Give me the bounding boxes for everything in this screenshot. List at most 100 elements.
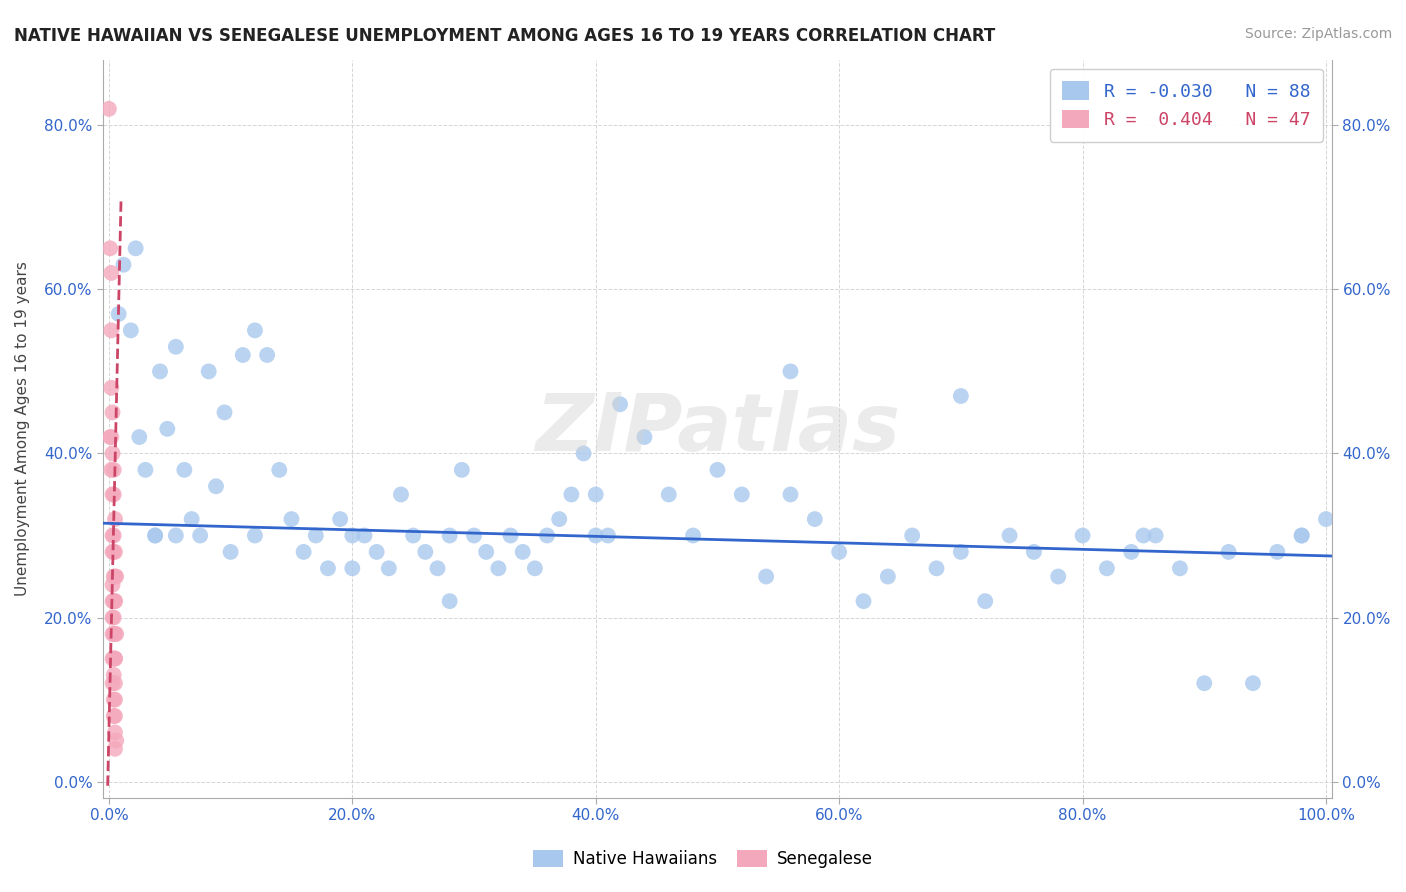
Point bbox=[1168, 561, 1191, 575]
Point bbox=[560, 487, 582, 501]
Point bbox=[101, 676, 124, 690]
Point bbox=[682, 528, 704, 542]
Point bbox=[104, 545, 127, 559]
Point bbox=[103, 545, 125, 559]
Point bbox=[100, 381, 122, 395]
Point bbox=[901, 528, 924, 542]
Point bbox=[609, 397, 631, 411]
Point bbox=[974, 594, 997, 608]
Point bbox=[98, 241, 121, 255]
Point bbox=[156, 422, 179, 436]
Point bbox=[105, 627, 128, 641]
Point bbox=[779, 364, 801, 378]
Point bbox=[633, 430, 655, 444]
Point bbox=[1022, 545, 1045, 559]
Point bbox=[100, 463, 122, 477]
Point bbox=[103, 463, 125, 477]
Point bbox=[104, 569, 127, 583]
Point bbox=[197, 364, 219, 378]
Point bbox=[292, 545, 315, 559]
Point bbox=[1218, 545, 1240, 559]
Point bbox=[103, 651, 125, 665]
Point bbox=[353, 528, 375, 542]
Point bbox=[100, 323, 122, 337]
Point bbox=[97, 102, 120, 116]
Point bbox=[779, 487, 801, 501]
Point bbox=[105, 569, 128, 583]
Point bbox=[755, 569, 778, 583]
Point bbox=[1291, 528, 1313, 542]
Point bbox=[486, 561, 509, 575]
Point bbox=[104, 741, 127, 756]
Point bbox=[100, 430, 122, 444]
Point bbox=[101, 545, 124, 559]
Legend: Native Hawaiians, Senegalese: Native Hawaiians, Senegalese bbox=[526, 843, 880, 875]
Point bbox=[329, 512, 352, 526]
Point bbox=[499, 528, 522, 542]
Text: Source: ZipAtlas.com: Source: ZipAtlas.com bbox=[1244, 27, 1392, 41]
Point bbox=[101, 487, 124, 501]
Point bbox=[104, 651, 127, 665]
Point bbox=[105, 733, 128, 747]
Point bbox=[852, 594, 875, 608]
Point bbox=[463, 528, 485, 542]
Point bbox=[523, 561, 546, 575]
Point bbox=[256, 348, 278, 362]
Point bbox=[305, 528, 328, 542]
Point bbox=[101, 405, 124, 419]
Text: ZIPatlas: ZIPatlas bbox=[534, 390, 900, 467]
Point bbox=[998, 528, 1021, 542]
Point bbox=[107, 307, 129, 321]
Point bbox=[101, 610, 124, 624]
Point bbox=[925, 561, 948, 575]
Point bbox=[173, 463, 195, 477]
Point bbox=[103, 692, 125, 706]
Point bbox=[706, 463, 728, 477]
Point bbox=[104, 676, 127, 690]
Point bbox=[104, 627, 127, 641]
Point bbox=[104, 725, 127, 739]
Point bbox=[103, 487, 125, 501]
Point bbox=[101, 594, 124, 608]
Point bbox=[415, 545, 437, 559]
Point bbox=[205, 479, 228, 493]
Point bbox=[104, 709, 127, 723]
Point bbox=[103, 569, 125, 583]
Point bbox=[1095, 561, 1118, 575]
Point bbox=[101, 528, 124, 542]
Point bbox=[1121, 545, 1143, 559]
Point bbox=[103, 610, 125, 624]
Point bbox=[949, 545, 972, 559]
Point bbox=[101, 627, 124, 641]
Point bbox=[439, 594, 461, 608]
Point bbox=[512, 545, 534, 559]
Point bbox=[269, 463, 291, 477]
Point bbox=[243, 323, 266, 337]
Point bbox=[103, 668, 125, 682]
Text: NATIVE HAWAIIAN VS SENEGALESE UNEMPLOYMENT AMONG AGES 16 TO 19 YEARS CORRELATION: NATIVE HAWAIIAN VS SENEGALESE UNEMPLOYME… bbox=[14, 27, 995, 45]
Point bbox=[165, 528, 187, 542]
Point bbox=[104, 692, 127, 706]
Point bbox=[101, 446, 124, 460]
Point bbox=[112, 258, 135, 272]
Point bbox=[1132, 528, 1154, 542]
Point bbox=[243, 528, 266, 542]
Point bbox=[585, 487, 607, 501]
Point bbox=[828, 545, 851, 559]
Point bbox=[104, 651, 127, 665]
Point bbox=[101, 578, 124, 592]
Point bbox=[1047, 569, 1070, 583]
Point bbox=[378, 561, 401, 575]
Point bbox=[143, 528, 166, 542]
Point bbox=[98, 430, 121, 444]
Point bbox=[1144, 528, 1167, 542]
Point bbox=[128, 430, 150, 444]
Point bbox=[1241, 676, 1264, 690]
Point bbox=[548, 512, 571, 526]
Point bbox=[214, 405, 236, 419]
Point bbox=[1071, 528, 1094, 542]
Point bbox=[104, 594, 127, 608]
Point bbox=[658, 487, 681, 501]
Point bbox=[366, 545, 388, 559]
Point bbox=[475, 545, 498, 559]
